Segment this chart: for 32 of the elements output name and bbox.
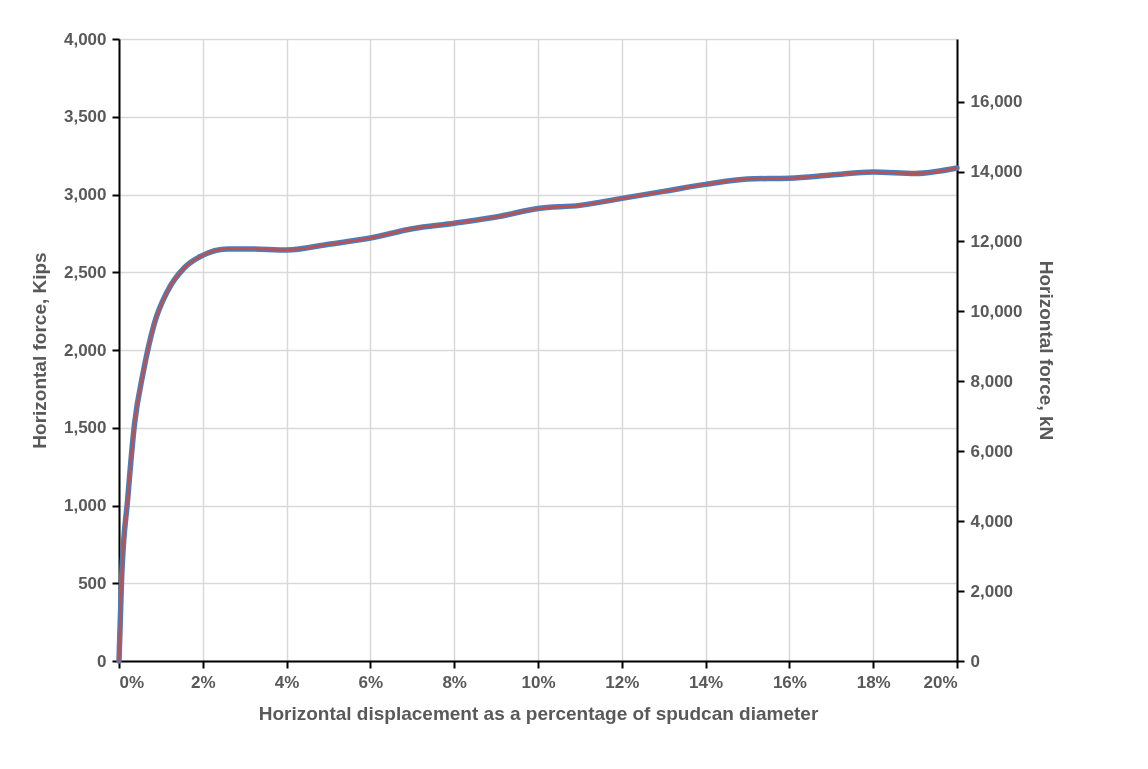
y-tick-label: 2,500 — [63, 262, 107, 282]
y-tick-label: 3,000 — [63, 185, 107, 204]
x-tick-label: 2% — [191, 672, 216, 692]
y2-tick-label: 16,000 — [970, 92, 1023, 112]
y-tick-label: 0 — [97, 651, 107, 671]
x-tick-label: 12% — [605, 672, 640, 692]
x-tick-label: 14% — [689, 672, 724, 692]
x-tick-label: 18% — [856, 672, 891, 692]
y-tick-label: 1,000 — [63, 496, 107, 515]
x-tick-label: 10% — [521, 672, 556, 692]
y-axis-title: Horizontal force, Kips — [28, 252, 50, 449]
y2-tick-label: 0 — [970, 651, 980, 671]
y2-tick-label: 12,000 — [970, 231, 1023, 251]
x-tick-label: 16% — [772, 672, 807, 692]
x-tick-label: 20% — [923, 672, 958, 692]
y-tick-label: 4,000 — [63, 29, 107, 49]
y2-tick-label: 6,000 — [970, 441, 1014, 461]
x-tick-label: 8% — [442, 672, 467, 692]
y2-tick-label: 2,000 — [970, 581, 1014, 601]
y2-tick-label: 14,000 — [970, 162, 1023, 182]
x-tick-label: 4% — [274, 672, 300, 692]
y2-tick-label: 8,000 — [970, 371, 1014, 391]
x-axis-title: Horizontal displacement as a percentage of spudcan diameter — [258, 702, 819, 724]
y2-tick-label: 10,000 — [970, 301, 1023, 321]
y-tick-label: 3,500 — [63, 107, 107, 127]
x-tick-label: 6% — [358, 672, 384, 692]
x-tick-label: 0% — [119, 672, 145, 692]
y-tick-label: 2,000 — [63, 340, 107, 360]
y-tick-label: 500 — [78, 573, 107, 593]
y2-tick-label: 4,000 — [970, 511, 1014, 531]
y2-axis-title: Horizontal force, kN — [1036, 260, 1058, 441]
y-tick-label: 1,500 — [63, 418, 107, 438]
